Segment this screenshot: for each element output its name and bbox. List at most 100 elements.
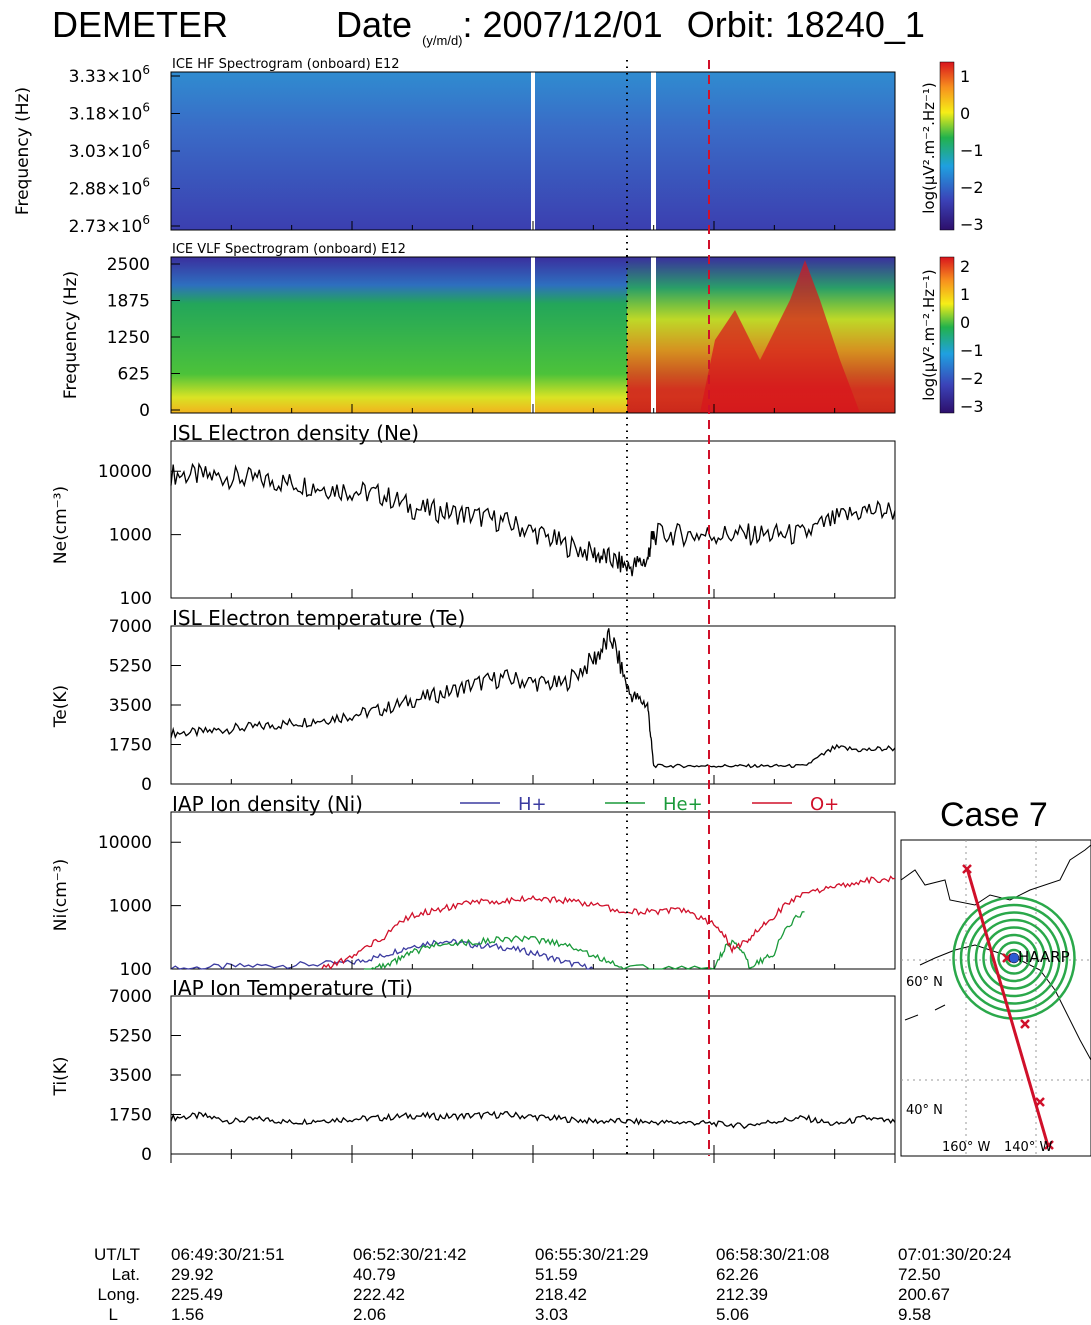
date-format: (y/m/d) xyxy=(422,33,463,49)
y-tick-label: 7000 xyxy=(109,987,152,1007)
ne-panel: ISL Electron density (Ne) Ne(cm⁻³) 10000… xyxy=(51,421,896,609)
ti-panel: IAP Ion Temperature (Ti) Ti(K) 7000 5250 3… xyxy=(51,976,896,1165)
range-ring xyxy=(959,903,1069,1013)
hf-colorbar-tick-label: 0 xyxy=(960,104,970,123)
vlf-y-tick-label: 625 xyxy=(118,365,150,385)
y-tick-label: 3500 xyxy=(109,696,152,716)
lat-40-label: 40° N xyxy=(906,1103,943,1118)
time-axis-ticks xyxy=(170,221,896,1163)
hf-y-tick-label: 2.73×106 xyxy=(69,213,150,237)
ni-plot-frame xyxy=(170,811,896,970)
vlf-y-axis-label: Frequency (Hz) xyxy=(61,271,81,399)
y-tick-label: 100 xyxy=(120,589,152,609)
time-axis-utlt-value: 06:55:30/21:29 xyxy=(535,1245,649,1264)
time-axis-long-value: 212.39 xyxy=(716,1285,768,1304)
hf-colorbar-tick-label: −3 xyxy=(960,215,984,234)
legend-label: O+ xyxy=(810,794,839,815)
date-heading: Date (y/m/d): 2007/12/01 Orbit: 18240_1 xyxy=(336,4,925,48)
hf-colorbar-tick-label: −2 xyxy=(960,178,984,197)
vlf-y-tick-label: 2500 xyxy=(107,255,150,275)
haarp-label: HAARP xyxy=(1018,948,1070,966)
track-marker xyxy=(1020,1019,1030,1029)
y-tick-label: 3500 xyxy=(109,1066,152,1086)
range-ring xyxy=(989,933,1039,983)
satellite-track xyxy=(965,867,1050,1147)
time-axis-l-value: 3.03 xyxy=(535,1305,569,1324)
hf-panel-title: ICE HF Spectrogram (onboard) E12 xyxy=(172,57,400,72)
hf-spectrogram-panel: ICE HF Spectrogram (onboard) E12 3.33×10… xyxy=(13,57,984,237)
vlf-y-ticks: 2500 1875 1250 625 0 xyxy=(107,255,180,421)
coastline xyxy=(904,1004,946,1021)
ni-panel-title: IAP Ion density (Ni) xyxy=(172,792,363,816)
he-plus-series-line xyxy=(364,911,805,971)
time-axis-long-value: 222.42 xyxy=(353,1285,405,1304)
time-axis-lat-value: 72.50 xyxy=(898,1265,941,1284)
lon-160-label: 160° W xyxy=(942,1140,990,1155)
vlf-colorbar-tick-label: −2 xyxy=(960,369,984,388)
time-axis-lat-value: 62.26 xyxy=(716,1265,759,1284)
ti-panel-title: IAP Ion Temperature (Ti) xyxy=(172,976,413,1000)
time-axis-long-value: 218.42 xyxy=(535,1285,587,1304)
range-ring xyxy=(982,926,1046,990)
coastline xyxy=(901,844,1091,906)
hf-colorbar-tick-label: 1 xyxy=(960,67,970,86)
hf-y-tick-label: 3.03×106 xyxy=(69,138,150,162)
case-label: Case 7 xyxy=(940,796,1048,834)
y-tick-label: 100 xyxy=(120,960,152,980)
row-label-l: L xyxy=(108,1305,118,1324)
te-panel-title: ISL Electron temperature (Te) xyxy=(172,606,465,630)
hf-y-tick-label: 2.88×106 xyxy=(69,176,150,200)
vlf-colorbar-tick-label: 1 xyxy=(960,285,970,304)
y-tick-label: 10000 xyxy=(98,833,152,853)
hf-colorbar-tick-label: −1 xyxy=(960,141,984,160)
vlf-colorbar-tick-label: −1 xyxy=(960,341,984,360)
row-label-lat: Lat. xyxy=(111,1265,140,1284)
hf-y-ticks: 3.33×106 3.18×106 3.03×106 2.88×106 2.73×106 xyxy=(69,63,180,237)
data-series-line xyxy=(170,628,896,769)
te-y-axis-label: Te(K) xyxy=(51,685,71,728)
y-tick-label: 10000 xyxy=(98,462,152,482)
track-marker xyxy=(1035,1097,1045,1107)
vlf-y-tick-label: 0 xyxy=(139,401,150,421)
time-axis-lat-value: 29.92 xyxy=(171,1265,214,1284)
vlf-panel-title: ICE VLF Spectrogram (onboard) E12 xyxy=(172,242,406,257)
ni-panel: IAP Ion density (Ni) Ni(cm⁻³) 10000 1000 1… xyxy=(51,792,896,980)
time-axis-utlt-value: 06:49:30/21:51 xyxy=(171,1245,285,1264)
data-series-line xyxy=(170,1110,896,1130)
demeter-figure: ICE HF Spectrogram (onboard) E12 3.33×10… xyxy=(13,57,1091,1165)
time-axis-long-value: 225.49 xyxy=(171,1285,223,1304)
o-plus-series-line xyxy=(321,875,896,970)
hf-y-axis-label: Frequency (Hz) xyxy=(13,87,33,215)
mission-title: DEMETER xyxy=(52,4,229,45)
time-axis-utlt-value: 06:58:30/21:08 xyxy=(716,1245,830,1264)
ti-plot-frame xyxy=(170,995,896,1155)
data-series-line xyxy=(170,462,896,577)
legend-label: He+ xyxy=(663,794,703,815)
y-tick-label: 1000 xyxy=(109,526,152,546)
ni-y-axis-label: Ni(cm⁻³) xyxy=(51,859,71,931)
vlf-data-gap xyxy=(651,257,656,413)
ne-y-axis-label: Ne(cm⁻³) xyxy=(51,486,71,564)
lat-60-label: 60° N xyxy=(906,975,943,990)
time-axis-l-value: 5.06 xyxy=(716,1305,750,1324)
y-tick-label: 1000 xyxy=(109,897,152,917)
hf-colorbar-ticks: 1 0 −1 −2 −3 xyxy=(960,67,984,234)
vlf-colorbar-tick-label: −3 xyxy=(960,397,984,416)
hf-colorbar-label: log(μV².m⁻².Hz⁻¹) xyxy=(920,82,938,214)
hf-data-gap xyxy=(651,72,656,230)
ne-panel-title: ISL Electron density (Ne) xyxy=(172,421,419,445)
vlf-colorbar-label: log(μV².m⁻².Hz⁻¹) xyxy=(920,269,938,401)
te-plot-frame xyxy=(170,625,896,785)
track-marker xyxy=(1044,1140,1054,1150)
vlf-colorbar xyxy=(939,256,955,414)
orbit-label: Orbit: xyxy=(686,4,775,45)
y-tick-label: 1750 xyxy=(109,736,152,756)
hf-colorbar xyxy=(939,61,955,231)
time-axis-lat-value: 51.59 xyxy=(535,1265,578,1284)
y-tick-label: 1750 xyxy=(109,1106,152,1126)
date-value: : 2007/12/01 xyxy=(462,4,663,45)
vlf-colorbar-ticks: 2 1 0 −1 −2 −3 xyxy=(960,257,984,416)
vlf-data-gap xyxy=(531,257,535,413)
time-axis-long-value: 200.67 xyxy=(898,1285,950,1304)
y-tick-label: 0 xyxy=(141,775,152,795)
